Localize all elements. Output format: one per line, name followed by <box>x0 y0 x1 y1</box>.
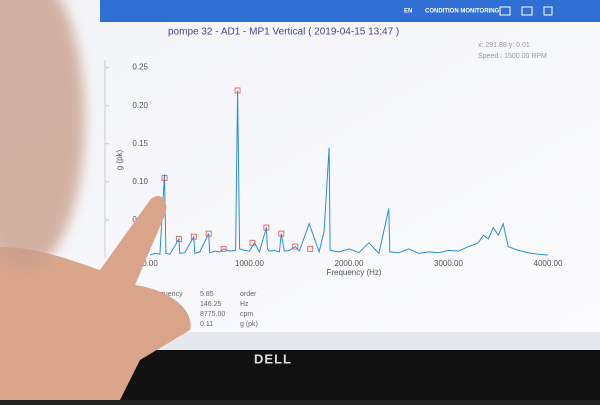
x-tick-label: 2000.00 <box>335 259 364 268</box>
readout-cell: 146.25 <box>200 301 222 308</box>
readout-cell: quency <box>160 291 183 298</box>
harmonic-marker <box>190 233 197 240</box>
harmonic-marker <box>205 230 212 237</box>
chart-title: pompe 32 - AD1 - MP1 Vertical ( 2019-04-… <box>168 27 399 38</box>
harmonic-marker <box>263 224 270 231</box>
hand <box>0 196 191 400</box>
harmonic-marker <box>161 175 168 181</box>
annotation: Speed : 1500.00 RPM <box>478 53 547 60</box>
menu[interactable]: CONDITION MONITORING <box>425 9 500 15</box>
harmonic-marker <box>249 239 256 246</box>
header-bar <box>100 0 600 22</box>
harmonic-marker <box>234 87 241 94</box>
readout-cell: g (pk) <box>240 321 258 328</box>
spectrum-line <box>149 90 549 256</box>
readout-cell: cpm <box>240 311 253 318</box>
harmonic-marker <box>292 243 299 250</box>
brand: DELL <box>254 351 292 366</box>
x-tick-label: 4000.00 <box>534 259 563 268</box>
x-tick-label: 1000.00 <box>235 259 264 268</box>
readout-cell: 5.85 <box>200 291 214 298</box>
readout: quency 5.85 order 146.25 Hz 8775.00 cpm 0.11 g (… <box>160 291 258 328</box>
x-tick-label: 3000.00 <box>434 259 463 268</box>
y-tick-label: 0.20 <box>132 101 148 110</box>
x-axis-label: Frequency (Hz) <box>326 268 381 277</box>
y-tick-label: 0.25 <box>132 63 148 72</box>
harmonic-marker <box>278 230 285 237</box>
readout-cell: Hz <box>240 301 249 308</box>
x-tick-label: 0.00 <box>142 259 158 268</box>
readout-cell: 8775.00 <box>200 311 225 318</box>
harmonic-marker <box>307 245 314 252</box>
readout-cell: order <box>240 291 257 298</box>
y-tick-label: 0.15 <box>132 139 148 148</box>
y-tick-label: 0.10 <box>132 177 148 186</box>
language[interactable]: EN <box>404 9 412 15</box>
icon[interactable] <box>499 6 511 16</box>
blurred-person <box>0 0 85 270</box>
harmonic-marker <box>175 236 182 242</box>
annotation: x: 291.88 y: 0.01 <box>478 42 530 49</box>
readout-cell: 0.11 <box>200 321 213 328</box>
icon[interactable] <box>543 6 553 16</box>
harmonic-marker <box>220 245 227 252</box>
icon[interactable] <box>521 6 533 16</box>
y-axis-label: g (pk) <box>115 149 124 170</box>
